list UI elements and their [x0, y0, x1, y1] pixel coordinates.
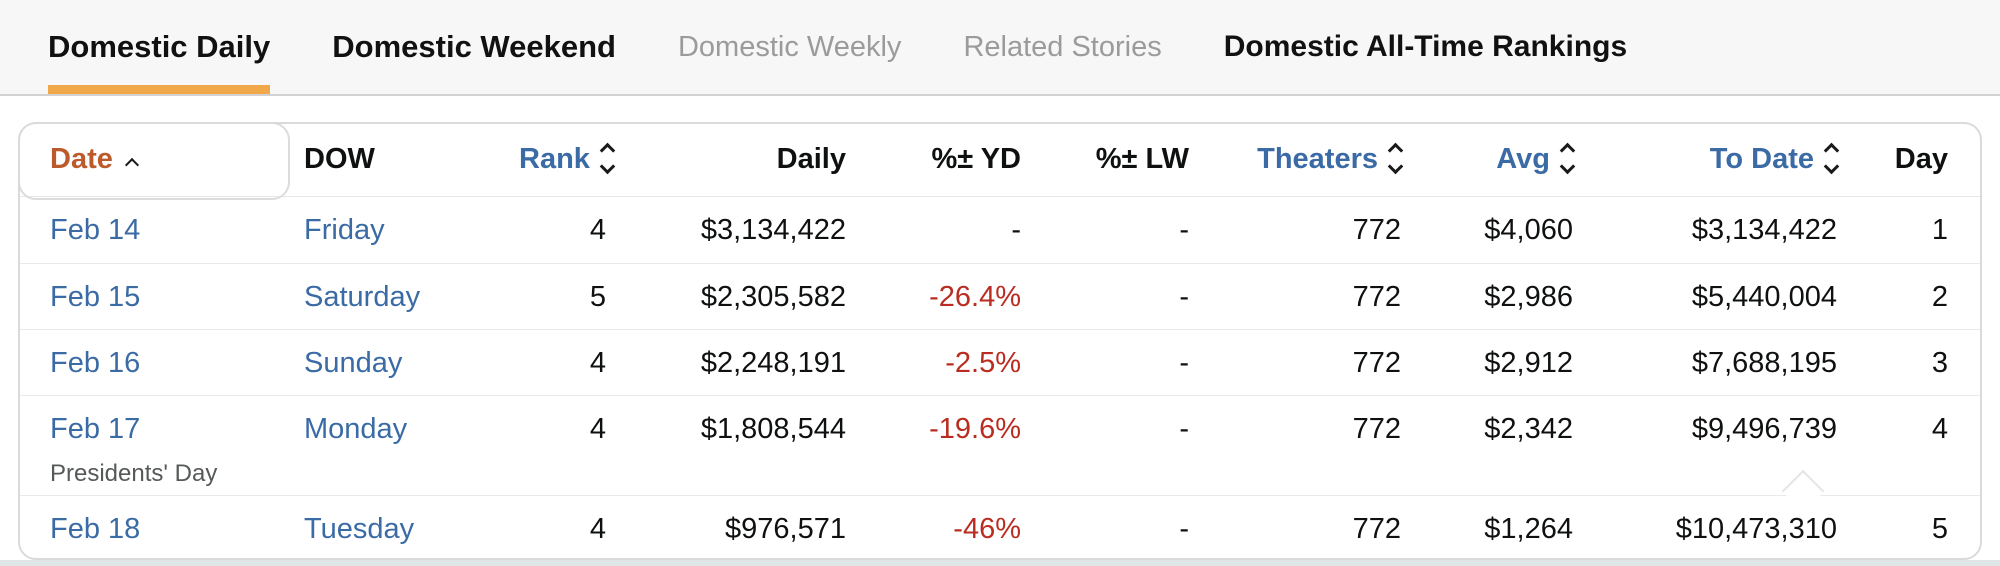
- pct-lw-cell: -: [1179, 213, 1189, 246]
- tab-domestic-daily[interactable]: Domestic Daily: [48, 0, 271, 94]
- header-row: Date DOW Rank Daily %± YD %± LW Theaters…: [20, 124, 1980, 197]
- dow-link[interactable]: Saturday: [304, 280, 421, 313]
- pct-yd-cell: -46%: [858, 494, 1033, 558]
- day-cell: 2: [1849, 262, 1980, 329]
- sort-toggle-icon: [1387, 142, 1404, 175]
- date-link[interactable]: Feb 16: [50, 346, 141, 379]
- column-header-rank[interactable]: Rank: [518, 124, 618, 197]
- pct-lw-cell: -: [1033, 328, 1201, 395]
- pct-lw-cell: -: [1033, 494, 1201, 558]
- theaters-cell: 772: [1201, 262, 1413, 329]
- column-header-theaters[interactable]: Theaters: [1201, 124, 1413, 197]
- theaters-cell: 772: [1201, 328, 1413, 395]
- avg-cell: $2,986: [1413, 262, 1585, 329]
- to-date-cell: $5,440,004: [1585, 262, 1849, 329]
- avg-cell: $4,060: [1484, 213, 1573, 246]
- avg-cell: $1,264: [1413, 494, 1585, 558]
- pct-yd-cell: -26.4%: [858, 262, 1033, 329]
- dow-link[interactable]: Friday: [304, 213, 385, 246]
- rank-cell: 4: [518, 494, 618, 558]
- theaters-cell: 772: [1201, 494, 1413, 558]
- date-link[interactable]: Feb 14: [50, 213, 141, 246]
- to-date-cell: $7,688,195: [1585, 328, 1849, 395]
- pct-yd-cell: -19.6%: [858, 394, 1033, 495]
- table-row: Feb 18 Tuesday 4 $976,571 -46% - 772 $1,…: [20, 494, 1980, 558]
- date-link[interactable]: Feb 18: [50, 512, 141, 545]
- column-header-pct-lw: %± LW: [1033, 124, 1201, 197]
- to-date-cell: $3,134,422: [1691, 213, 1837, 246]
- sort-toggle-icon: [1559, 142, 1576, 175]
- column-header-rank-label: Rank: [519, 143, 590, 176]
- tab-related-stories[interactable]: Related Stories: [963, 30, 1162, 63]
- daily-gross-cell: $3,134,422: [700, 213, 846, 246]
- daily-gross-cell: $2,305,582: [618, 262, 858, 329]
- table-row: Feb 17 Presidents' Day Monday 4 $1,808,5…: [20, 394, 1980, 495]
- pct-lw-cell: -: [1033, 394, 1201, 495]
- date-link[interactable]: Feb 15: [50, 280, 141, 313]
- dow-link[interactable]: Monday: [304, 412, 408, 445]
- pct-lw-cell: -: [1033, 262, 1201, 329]
- rank-cell: 5: [518, 262, 618, 329]
- column-header-daily: Daily: [618, 124, 858, 197]
- table-row: Feb 14 Friday 4 $3,134,422 - - 772 $4,06…: [20, 196, 1980, 263]
- dow-link[interactable]: Sunday: [304, 346, 403, 379]
- column-header-theaters-label: Theaters: [1257, 143, 1378, 176]
- avg-cell: $2,342: [1413, 394, 1585, 495]
- table-row: Feb 16 Sunday 4 $2,248,191 -2.5% - 772 $…: [20, 328, 1980, 395]
- tab-bar: Domestic Daily Domestic Weekend Domestic…: [0, 0, 2000, 96]
- column-header-date[interactable]: Date: [20, 124, 288, 197]
- tab-domestic-weekly[interactable]: Domestic Weekly: [677, 30, 902, 63]
- rank-cell: 4: [589, 213, 606, 246]
- column-header-to-date[interactable]: To Date: [1585, 124, 1849, 197]
- daily-gross-cell: $976,571: [618, 494, 858, 558]
- table-row: Feb 15 Saturday 5 $2,305,582 -26.4% - 77…: [20, 262, 1980, 329]
- column-header-date-label: Date: [50, 143, 113, 176]
- date-link[interactable]: Feb 17: [50, 412, 141, 445]
- theaters-cell: 772: [1201, 394, 1413, 495]
- column-header-avg-label: Avg: [1496, 143, 1550, 176]
- sort-toggle-icon: [599, 142, 616, 175]
- daily-gross-cell: $1,808,544: [618, 394, 858, 495]
- holiday-note: Presidents' Day: [50, 459, 218, 487]
- daily-grosses-table: Date DOW Rank Daily %± YD %± LW Theaters…: [20, 124, 1980, 558]
- day-cell: 5: [1849, 494, 1980, 558]
- rank-cell: 4: [518, 328, 618, 395]
- daily-grosses-table-card: Date DOW Rank Daily %± YD %± LW Theaters…: [18, 122, 1982, 560]
- daily-gross-cell: $2,248,191: [618, 328, 858, 395]
- column-header-pct-yd: %± YD: [858, 124, 1033, 197]
- day-cell: 4: [1849, 394, 1980, 495]
- day-cell: 1: [1931, 213, 1948, 246]
- column-header-to-date-label: To Date: [1709, 143, 1814, 176]
- pct-yd-cell: -: [1011, 213, 1021, 246]
- rank-cell: 4: [518, 394, 618, 495]
- pct-yd-cell: -2.5%: [858, 328, 1033, 395]
- theaters-cell: 772: [1352, 213, 1401, 246]
- to-date-cell: $10,473,310: [1585, 494, 1849, 558]
- avg-cell: $2,912: [1413, 328, 1585, 395]
- tab-domestic-all-time-rankings[interactable]: Domestic All-Time Rankings: [1223, 30, 1628, 63]
- sort-ascending-icon: [124, 145, 139, 178]
- page-bottom-strip: [0, 560, 2000, 566]
- column-header-avg[interactable]: Avg: [1413, 124, 1585, 197]
- day-cell: 3: [1849, 328, 1980, 395]
- column-header-dow: DOW: [288, 124, 518, 197]
- column-header-day: Day: [1849, 124, 1980, 197]
- tab-domestic-weekend[interactable]: Domestic Weekend: [332, 29, 616, 64]
- sort-toggle-icon: [1823, 142, 1840, 175]
- dow-link[interactable]: Tuesday: [304, 512, 415, 545]
